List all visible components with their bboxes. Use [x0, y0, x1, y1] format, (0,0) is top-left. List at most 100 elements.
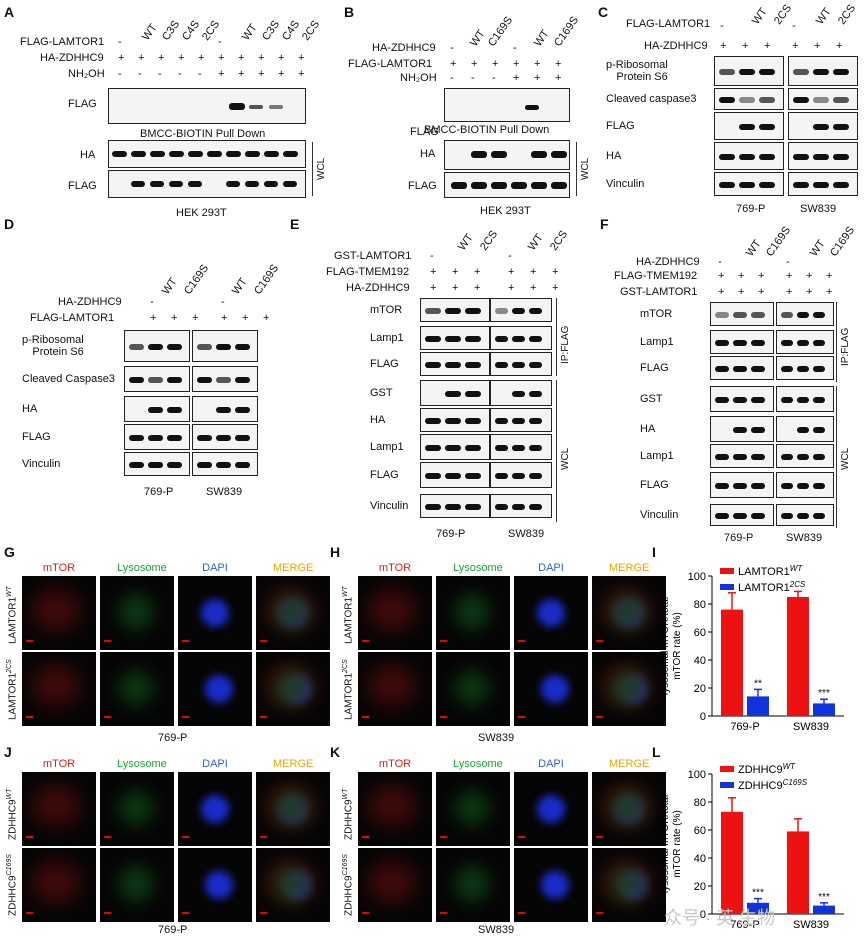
channel-label: Lysosome	[117, 562, 167, 574]
column-head: C169S	[828, 224, 858, 259]
sign-cell: +	[786, 270, 793, 282]
blot-band	[216, 462, 231, 468]
blot-strip	[124, 452, 190, 476]
blot-strip	[420, 494, 490, 518]
blot-strip	[788, 172, 858, 196]
scale-bar	[260, 716, 267, 718]
sign-cell: +	[118, 52, 125, 64]
channel-label: DAPI	[202, 562, 228, 574]
cell-line-j: 769-P	[158, 924, 188, 936]
micrograph-tile	[256, 576, 330, 650]
sign-cell: -	[786, 256, 790, 268]
blot-band	[512, 308, 525, 314]
blot-strip	[192, 396, 258, 422]
blot-band	[759, 97, 775, 103]
blot-band	[797, 397, 809, 403]
legend-base: LAMTOR1	[738, 582, 790, 594]
blot-band	[733, 483, 747, 489]
y-tick-label: 20	[694, 881, 706, 893]
channel-label: Lysosome	[453, 758, 503, 770]
blot-label: Vinculin	[370, 500, 409, 512]
sign-cell: +	[786, 286, 793, 298]
legend-swatch	[720, 584, 734, 590]
blot-strip	[490, 326, 552, 350]
sign-cell: -	[471, 72, 475, 84]
blot-strip	[490, 298, 552, 322]
blot-band	[781, 454, 793, 460]
channel-label: mTOR	[378, 758, 412, 770]
blot-strip	[710, 330, 774, 354]
micrograph-tile	[22, 652, 96, 726]
blot-label: Cleaved caspase3	[606, 93, 697, 105]
blot-strip	[776, 356, 834, 380]
blot-strip	[776, 330, 834, 354]
blot-band	[733, 312, 747, 318]
scale-bar	[440, 836, 447, 838]
cell-line-a: HEK 293T	[176, 207, 227, 219]
blot-band	[797, 483, 809, 489]
legend-label: ZDHHC9C169S	[738, 778, 808, 792]
blot-band	[719, 182, 735, 188]
legend-superscript: C169S	[783, 778, 808, 787]
cell-line-d1: 769-P	[144, 486, 174, 498]
blot-band	[733, 397, 747, 403]
sign-cell: +	[508, 282, 515, 294]
blot-band	[531, 151, 547, 158]
y-axis-label-line: lysosomal mTOR/total	[660, 795, 671, 893]
blot-label: Lamp1	[370, 441, 404, 453]
bar	[721, 609, 743, 716]
blot-label-flag-wcl: FLAG	[68, 180, 97, 192]
lysosome-signal	[118, 594, 154, 630]
wcl-label-a: WCL	[316, 157, 327, 180]
channel-label: DAPI	[538, 562, 564, 574]
blot-strip	[776, 444, 834, 468]
sign-cell: -	[158, 68, 162, 80]
blot-band	[169, 151, 184, 157]
blot-band	[445, 418, 461, 424]
sign-cell: +	[742, 40, 749, 52]
blot-band	[797, 366, 809, 372]
blot-band	[715, 340, 729, 346]
sign-cell: +	[513, 72, 520, 84]
blot-strip	[710, 386, 774, 412]
blot-band	[813, 397, 825, 403]
blot-label: mTOR	[640, 308, 673, 320]
micrograph-tile	[358, 772, 432, 846]
sign-cell: +	[508, 266, 515, 278]
sign-cell: +	[826, 270, 833, 282]
sign-cell: +	[814, 40, 821, 52]
blot-band	[471, 182, 487, 189]
blot-strip	[710, 444, 774, 468]
row-flag-lamtor1-b: FLAG-LAMTOR1	[348, 58, 433, 70]
row-label-base: LAMTOR1	[343, 596, 355, 644]
blot-band	[833, 124, 849, 130]
blot-band	[715, 397, 729, 403]
channel-label: DAPI	[202, 758, 228, 770]
scale-bar	[104, 836, 111, 838]
x-tick-label: SW839	[793, 919, 829, 931]
sign-cell: -	[720, 20, 724, 32]
row-label: ZDHHC9C169S	[6, 854, 18, 916]
significance-label: ***	[752, 888, 764, 899]
scale-bar	[362, 912, 369, 914]
blot-band	[781, 366, 793, 372]
blot-band	[797, 312, 809, 318]
y-tick-label: 0	[700, 711, 706, 723]
blot-strip	[788, 112, 858, 140]
mtor-signal	[32, 590, 80, 630]
blot-label: FLAG	[22, 431, 51, 443]
channel-label: Lysosome	[117, 758, 167, 770]
blot-band	[495, 362, 508, 368]
micrograph-tile	[514, 848, 588, 922]
blot-label: Vinculin	[640, 509, 679, 521]
row-label: LAMTOR1WT	[342, 586, 354, 644]
blot-strip	[490, 494, 552, 518]
legend-superscript: 2CS	[789, 580, 806, 589]
blot-label: p-Ribosomal Protein S6	[22, 334, 84, 358]
scale-bar	[518, 912, 525, 914]
sign-cell: +	[555, 58, 562, 70]
blot-band	[715, 483, 729, 489]
sign-cell: +	[836, 40, 843, 52]
blot-band	[813, 312, 825, 318]
